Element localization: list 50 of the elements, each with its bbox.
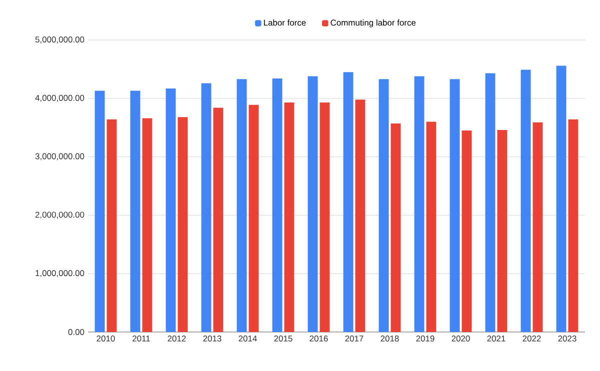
- bar: [450, 79, 460, 332]
- bar: [414, 76, 424, 332]
- bar: [378, 79, 389, 332]
- bar: [272, 78, 282, 332]
- x-tick-label: 2013: [203, 336, 222, 342]
- bar: [556, 66, 566, 332]
- y-tick-label: 2,000,000.00: [35, 212, 84, 219]
- y-tick-label: 5,000,000.00: [35, 36, 84, 44]
- x-tick-label: 2012: [168, 336, 186, 342]
- legend-label: Commuting labor force: [330, 19, 416, 28]
- bar: [390, 124, 401, 332]
- bar: [178, 117, 188, 332]
- bar: [462, 130, 472, 332]
- bar: [166, 88, 176, 332]
- bar: [532, 122, 543, 332]
- bar: [213, 108, 224, 332]
- bar: [568, 119, 578, 332]
- bar: [485, 73, 496, 332]
- bar: [130, 90, 140, 332]
- x-tick-label: 2015: [274, 336, 292, 342]
- y-tick-label: 0.00: [68, 329, 84, 335]
- x-tick-label: 2016: [310, 336, 328, 342]
- bar: [497, 130, 508, 332]
- x-tick-label: 2021: [487, 336, 506, 342]
- x-tick-label: 2014: [238, 336, 257, 342]
- bar: [426, 122, 436, 332]
- bar: [355, 100, 366, 332]
- legend-label: Labor force: [264, 19, 306, 26]
- bar: [201, 83, 212, 332]
- bar: [94, 90, 105, 332]
- y-tick-label: 4,000,000.00: [35, 94, 84, 102]
- x-tick-label: 2019: [416, 336, 434, 342]
- x-tick-label: 2018: [380, 336, 399, 342]
- y-tick-label: 3,000,000.00: [35, 153, 84, 160]
- bar: [320, 102, 330, 332]
- x-tick-label: 2020: [452, 336, 470, 342]
- x-tick-label: 2011: [132, 336, 150, 342]
- x-tick-label: 2010: [96, 336, 115, 342]
- y-tick-label: 1,000,000.00: [36, 270, 84, 278]
- bar: [248, 104, 259, 332]
- bar: [236, 79, 247, 332]
- bar: [520, 70, 531, 332]
- x-tick-label: 2017: [345, 336, 364, 342]
- bar: [343, 72, 354, 332]
- x-tick-label: 2023: [558, 336, 576, 342]
- bar: [284, 102, 294, 332]
- bar: [308, 76, 318, 332]
- x-tick-label: 2022: [522, 336, 541, 342]
- bar: [106, 119, 117, 332]
- bar: [142, 118, 152, 332]
